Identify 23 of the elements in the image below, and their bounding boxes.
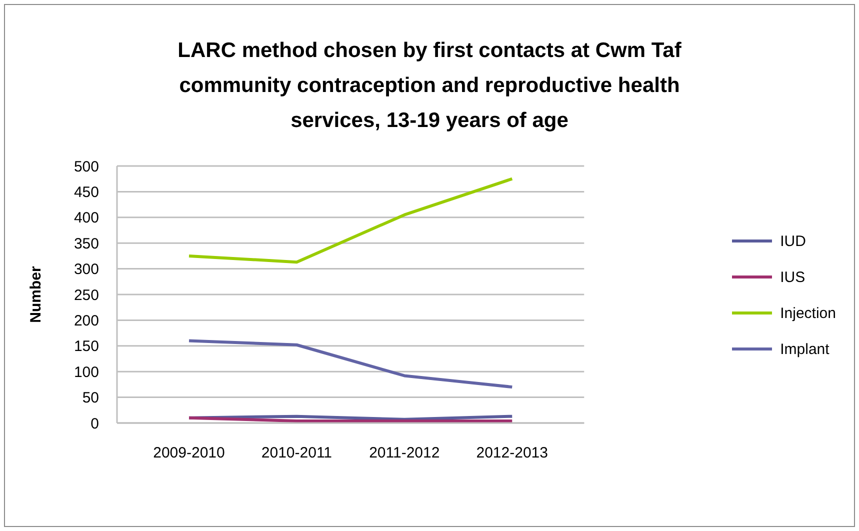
y-axis-title: Number [27, 266, 44, 323]
y-tick-label: 150 [74, 338, 99, 356]
y-tick-label: 350 [74, 235, 99, 252]
y-tick-label: 50 [82, 390, 99, 407]
legend-label: IUS [780, 268, 806, 286]
x-tick-label: 2011-2012 [369, 444, 440, 462]
legend-label: Implant [780, 340, 830, 358]
y-tick-label: 250 [74, 286, 99, 304]
x-tick-label: 2009-2010 [153, 444, 225, 462]
y-tick-label: 0 [90, 415, 99, 432]
legend-label: IUD [780, 232, 806, 250]
chart-title: LARC method chosen by first contacts at Cwm Taf community contraception and reproductive health services, 13-19 years of age [176, 38, 682, 134]
x-tick-label: 2012-2013 [476, 444, 548, 462]
line-series [188, 339, 514, 389]
y-tick-label: 400 [74, 210, 99, 227]
y-tick-label: 450 [74, 184, 99, 202]
y-tick-label: 500 [74, 158, 99, 176]
y-tick-label: 200 [74, 312, 99, 330]
y-tick-label: 100 [74, 364, 99, 381]
legend-label: Injection [780, 304, 836, 322]
x-tick-label: 2010-2011 [261, 444, 332, 462]
y-tick-label: 300 [74, 261, 99, 278]
line-series [188, 177, 514, 264]
